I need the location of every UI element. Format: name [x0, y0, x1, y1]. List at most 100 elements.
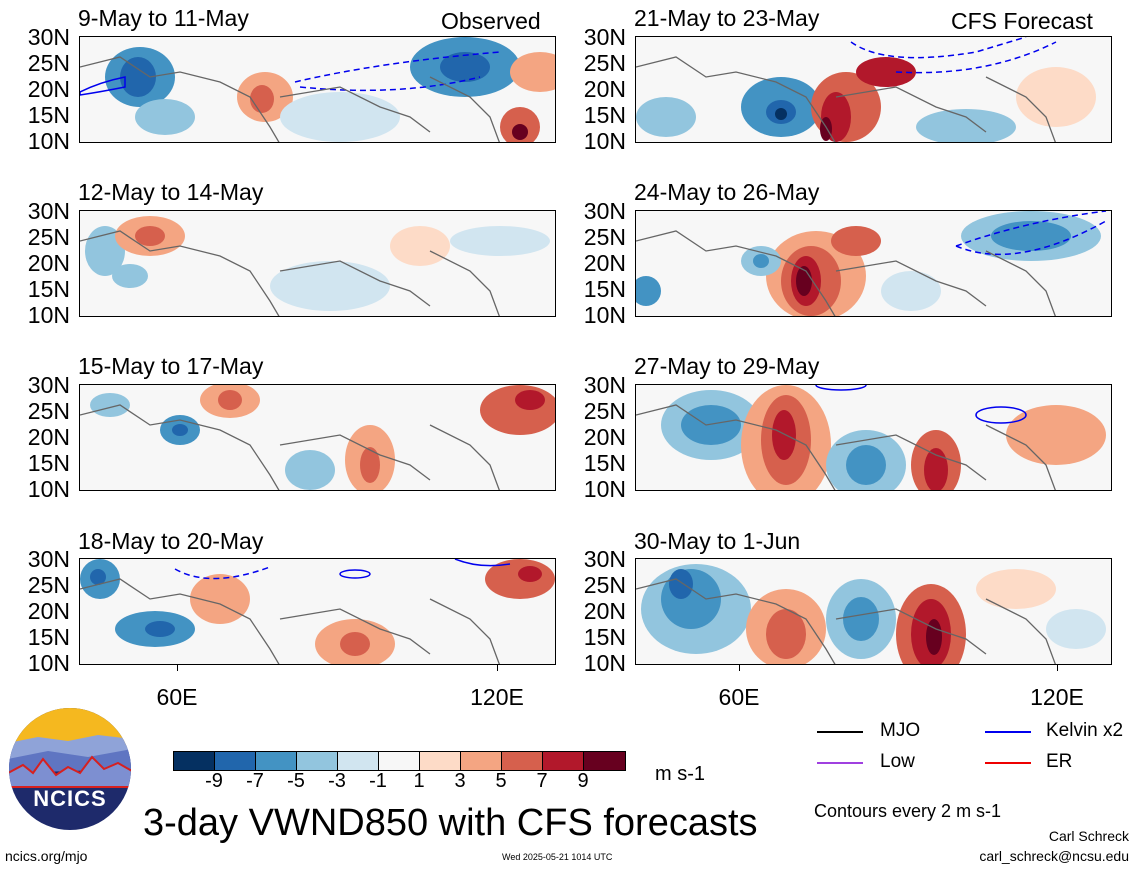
lat-label: 30N — [583, 372, 626, 398]
lat-label: 10N — [27, 128, 70, 154]
lat-label: 30N — [27, 372, 70, 398]
lat-label: 20N — [27, 76, 70, 102]
colorbar-box — [214, 751, 256, 771]
observed-label: Observed — [441, 8, 541, 34]
panel-title-fc-4: 30-May to 1-Jun — [634, 528, 801, 554]
panel-title-obs-1: 9-May to 11-May — [78, 5, 249, 31]
panel-map-fc-1 — [635, 36, 1112, 143]
figure-title: 3-day VWND850 with CFS forecasts — [143, 802, 758, 844]
lon-label: 60E — [718, 684, 760, 710]
lat-label: 20N — [583, 250, 626, 276]
colorbar-label: -9 — [205, 770, 223, 792]
lat-label: 20N — [583, 424, 626, 450]
lon-label: 120E — [470, 684, 524, 710]
lat-label: 10N — [27, 302, 70, 328]
lat-label: 20N — [27, 424, 70, 450]
units-label: m s-1 — [655, 763, 705, 785]
lat-label: 25N — [583, 224, 626, 250]
lat-label: 25N — [583, 572, 626, 598]
panel-title-obs-2: 12-May to 14-May — [78, 179, 264, 205]
lat-label: 15N — [27, 450, 70, 476]
lat-label: 10N — [27, 650, 70, 676]
credit-email: carl_schreck@ncsu.edu — [979, 848, 1129, 864]
lat-label: 25N — [27, 572, 70, 598]
panel-map-obs-4 — [79, 558, 556, 665]
website-link[interactable]: ncics.org/mjo — [5, 848, 88, 864]
lat-label: 25N — [27, 398, 70, 424]
legend-label-er: ER — [1046, 751, 1073, 772]
lat-label: 15N — [27, 102, 70, 128]
lat-label: 30N — [27, 546, 70, 572]
colorbar-box — [173, 751, 215, 771]
tick — [1057, 665, 1058, 671]
lat-label: 15N — [583, 624, 626, 650]
colorbar-label: 9 — [577, 770, 589, 792]
lat-label: 10N — [583, 476, 626, 502]
legend-line-mjo — [817, 731, 863, 733]
colorbar-box — [337, 751, 379, 771]
lat-label: 20N — [27, 598, 70, 624]
lat-label: 10N — [583, 650, 626, 676]
panel-title-fc-3: 27-May to 29-May — [634, 353, 820, 379]
panel-map-fc-4 — [635, 558, 1112, 665]
lat-label: 30N — [27, 198, 70, 224]
colorbar-label: 5 — [495, 770, 507, 792]
tick — [177, 665, 178, 671]
colorbar-box — [255, 751, 297, 771]
lat-label: 15N — [27, 276, 70, 302]
lat-label: 25N — [27, 224, 70, 250]
lat-label: 10N — [583, 128, 626, 154]
lat-label: 10N — [583, 302, 626, 328]
lat-label: 15N — [583, 276, 626, 302]
colorbar-label: -5 — [287, 770, 305, 792]
colorbar-label: 3 — [454, 770, 466, 792]
legend-line-kelvin — [985, 731, 1031, 733]
credit-name: Carl Schreck — [1048, 828, 1129, 844]
colorbar-label: 1 — [413, 770, 425, 792]
forecast-label: CFS Forecast — [951, 8, 1093, 34]
colorbar-box — [460, 751, 502, 771]
legend-label-kelvin: Kelvin x2 — [1046, 720, 1124, 741]
legend-line-low — [817, 762, 863, 764]
panel-title-obs-3: 15-May to 17-May — [78, 353, 264, 379]
panel-map-fc-2 — [635, 210, 1112, 317]
tick — [497, 665, 498, 671]
lat-label: 30N — [583, 198, 626, 224]
panel-title-fc-1: 21-May to 23-May — [634, 5, 820, 31]
ncics-logo — [9, 708, 131, 830]
lat-label: 15N — [27, 624, 70, 650]
panel-map-obs-1 — [79, 36, 556, 143]
panel-title-obs-4: 18-May to 20-May — [78, 528, 264, 554]
lat-label: 20N — [583, 76, 626, 102]
panel-map-fc-3 — [635, 384, 1112, 491]
colorbar-box — [501, 751, 543, 771]
colorbar-label: -3 — [328, 770, 346, 792]
colorbar-box — [583, 751, 626, 771]
panel-title-fc-2: 24-May to 26-May — [634, 179, 820, 205]
lat-label: 15N — [583, 102, 626, 128]
lat-label: 30N — [583, 546, 626, 572]
panel-map-obs-3 — [79, 384, 556, 491]
tick — [739, 665, 740, 671]
contour-note: Contours every 2 m s-1 — [814, 801, 1002, 821]
lat-label: 15N — [583, 450, 626, 476]
legend-line-er — [985, 762, 1031, 764]
lon-label: 60E — [156, 684, 198, 710]
lat-label: 10N — [27, 476, 70, 502]
colorbar-label: -1 — [369, 770, 387, 792]
lat-label: 30N — [583, 24, 626, 50]
colorbar-box — [378, 751, 420, 771]
lat-label: 20N — [583, 598, 626, 624]
colorbar-box — [542, 751, 584, 771]
timestamp: Wed 2025-05-21 1014 UTC — [502, 852, 613, 862]
colorbar-box — [296, 751, 338, 771]
colorbar-label: 7 — [536, 770, 548, 792]
lat-label: 20N — [27, 250, 70, 276]
lat-label: 25N — [583, 50, 626, 76]
legend-label-low: Low — [880, 751, 915, 772]
colorbar-box — [419, 751, 461, 771]
panel-map-obs-2 — [79, 210, 556, 317]
colorbar-label: -7 — [246, 770, 264, 792]
lon-label: 120E — [1030, 684, 1084, 710]
lat-label: 25N — [583, 398, 626, 424]
